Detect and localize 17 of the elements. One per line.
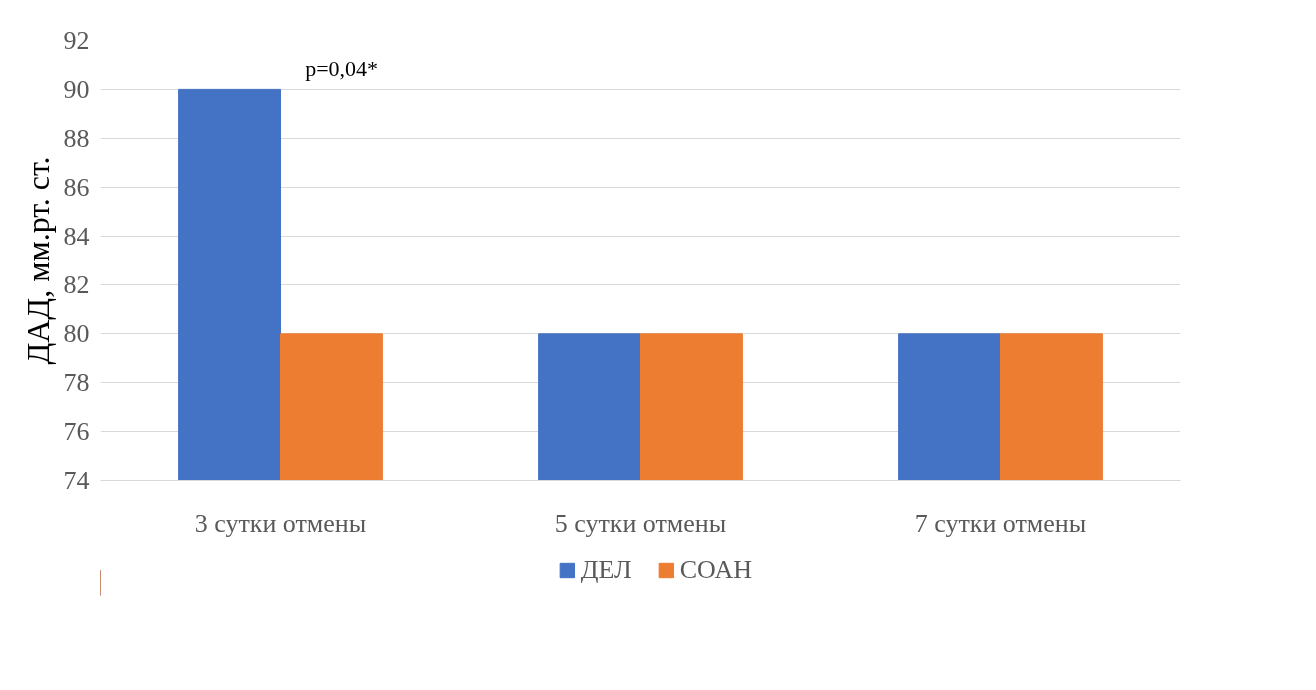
y-tick-label: 84 xyxy=(63,221,90,251)
y-tick-label: 80 xyxy=(63,319,90,349)
annotation: p=0,04* xyxy=(305,56,379,82)
legend-label: СОАН xyxy=(679,555,753,585)
y-tick-label: 74 xyxy=(63,466,90,495)
y-tick-label: 78 xyxy=(63,368,90,398)
x-tick-label: 3 сутки отмены xyxy=(194,508,367,538)
x-tick-label: 5 сутки отмены xyxy=(554,508,727,538)
y-tick-label: 92 xyxy=(63,26,90,55)
y-tick-label: 90 xyxy=(63,74,90,104)
y-tick-label: 82 xyxy=(63,270,90,300)
x-tick-label: 7 сутки отмены xyxy=(914,508,1087,538)
legend-label: ДЕЛ xyxy=(580,555,632,585)
y-tick-label: 86 xyxy=(63,172,90,202)
y-axis-title: ДАД, мм.рт. ст. xyxy=(19,156,56,365)
y-tick-label: 88 xyxy=(63,123,90,153)
y-tick-label: 76 xyxy=(63,417,90,447)
